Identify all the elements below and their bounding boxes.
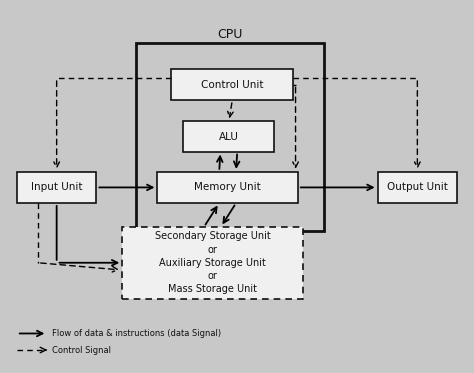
Bar (122, 227, 302, 298)
Text: Control Signal: Control Signal (52, 345, 111, 354)
Text: Control Unit: Control Unit (201, 79, 264, 90)
Text: ALU: ALU (219, 132, 239, 141)
Text: Input Unit: Input Unit (31, 182, 82, 192)
Text: Memory Unit: Memory Unit (194, 182, 261, 192)
Bar (17, 172, 97, 203)
Bar (183, 122, 274, 151)
Bar (172, 69, 293, 100)
Bar (377, 172, 457, 203)
Text: Flow of data & instructions (data Signal): Flow of data & instructions (data Signal… (52, 329, 221, 338)
Bar (157, 172, 298, 203)
Text: Output Unit: Output Unit (387, 182, 448, 192)
Bar (137, 43, 324, 231)
Text: Secondary Storage Unit
or
Auxiliary Storage Unit
or
Mass Storage Unit: Secondary Storage Unit or Auxiliary Stor… (155, 231, 270, 294)
Text: CPU: CPU (217, 28, 243, 41)
